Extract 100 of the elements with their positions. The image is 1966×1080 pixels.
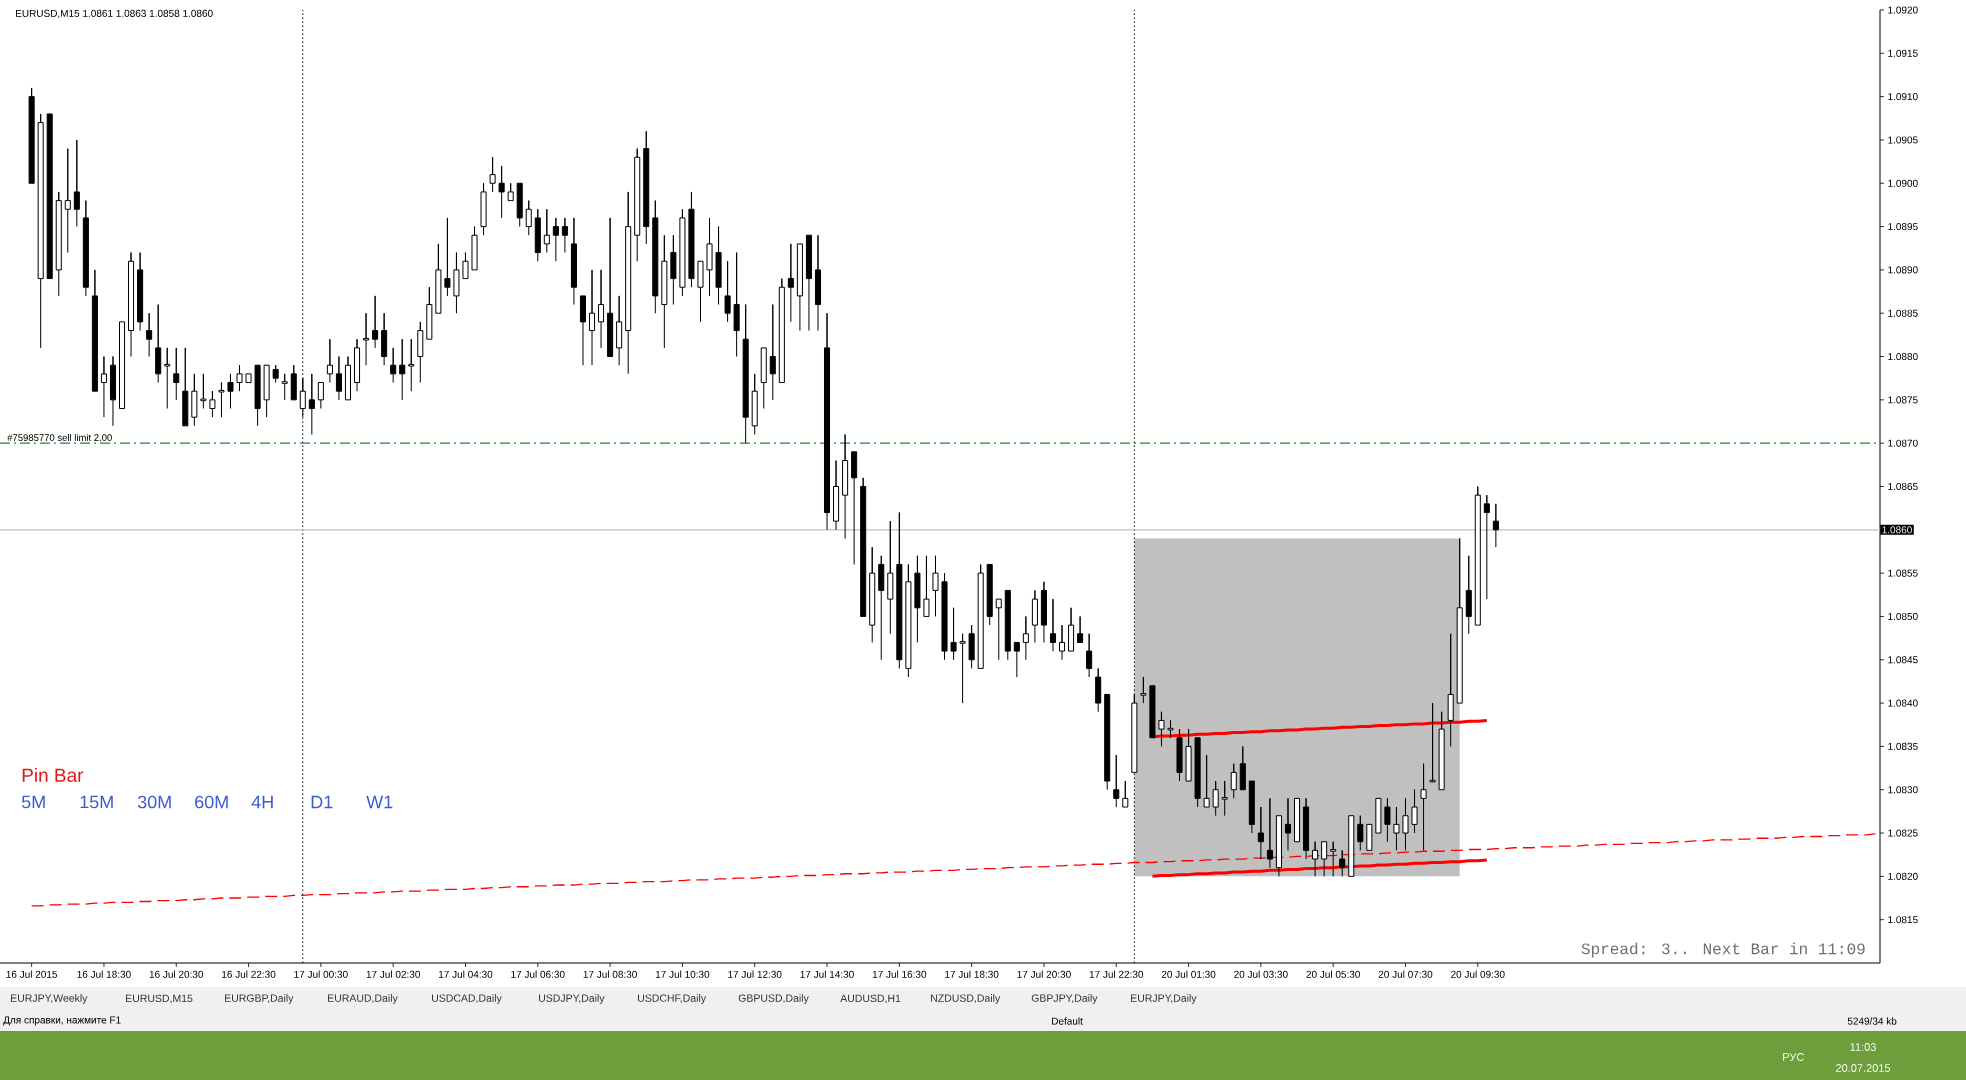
x-tick-label: 17 Jul 06:30 — [511, 970, 565, 978]
candlestick — [607, 217, 614, 358]
y-tick-label: 1.0890 — [1888, 266, 1918, 274]
candlestick — [1176, 728, 1183, 782]
y-tick-label: 1.0835 — [1888, 742, 1918, 750]
candlestick — [1221, 780, 1228, 817]
candlestick — [372, 295, 379, 349]
candlestick — [896, 511, 903, 669]
candlestick — [995, 598, 1002, 661]
y-tick-label: 1.0865 — [1888, 482, 1918, 491]
text: EURJPY,Daily — [1131, 994, 1197, 1004]
text: AUDUSD,H1 — [840, 994, 901, 1004]
candlestick — [661, 234, 668, 349]
candlestick — [1086, 633, 1093, 678]
candlestick — [1049, 598, 1057, 652]
candlestick — [164, 347, 171, 410]
candlestick — [1303, 797, 1310, 860]
candlestick — [751, 373, 758, 436]
candlestick — [851, 451, 858, 565]
annotation: 5M — [21, 795, 45, 809]
candlestick — [724, 260, 731, 323]
candlestick — [878, 555, 885, 661]
candlestick — [869, 546, 876, 643]
candlestick — [109, 356, 117, 427]
candlestick — [1438, 711, 1445, 791]
text: 11:03 — [1850, 1043, 1876, 1051]
candlestick — [1004, 589, 1011, 661]
y-tick-label: 1.0910 — [1888, 93, 1918, 101]
candlestick — [1275, 815, 1282, 877]
candlestick — [1312, 841, 1319, 877]
candlestick — [281, 373, 288, 401]
candlestick — [1013, 641, 1020, 678]
candlestick — [1330, 841, 1337, 877]
candlestick — [1293, 797, 1301, 843]
candlestick — [742, 304, 749, 444]
candlestick — [1095, 667, 1102, 713]
candlestick — [1040, 581, 1047, 643]
candlestick — [1366, 823, 1373, 851]
candlestick — [525, 200, 532, 236]
candlestick — [507, 182, 514, 202]
candlestick — [977, 563, 984, 669]
text: USDCAD,Daily — [432, 994, 502, 1004]
candlestick — [760, 347, 767, 410]
candlestick — [1068, 607, 1075, 652]
candlestick — [634, 148, 641, 262]
candlestick — [950, 607, 957, 661]
y-tick-label: 1.0825 — [1888, 829, 1918, 837]
candlestick — [1465, 555, 1472, 635]
candlestick — [561, 217, 568, 254]
candlestick — [155, 304, 162, 384]
y-tick-label: 1.0820 — [1888, 872, 1918, 880]
x-tick-label: 17 Jul 14:30 — [800, 970, 854, 978]
annotation: 60M — [195, 795, 228, 809]
text: РУС — [1783, 1053, 1804, 1061]
candlestick — [1257, 806, 1264, 860]
x-tick-label: 16 Jul 20:30 — [149, 970, 204, 978]
candlestick — [652, 200, 659, 314]
candlestick — [1031, 589, 1038, 643]
candlestick — [1447, 633, 1454, 747]
text: EURJPY,Weekly — [11, 994, 88, 1004]
text: EURUSD,M15 — [126, 994, 193, 1004]
candlestick — [887, 520, 894, 635]
text: GBPUSD,Daily — [738, 994, 809, 1004]
candlestick — [769, 304, 776, 401]
y-tick-label: 1.0850 — [1888, 612, 1918, 620]
y-tick-label: 1.0905 — [1888, 136, 1918, 144]
candlestick — [1122, 780, 1129, 808]
line-series — [1150, 858, 1489, 878]
y-tick-label: 1.0830 — [1888, 786, 1918, 794]
candlestick — [1203, 754, 1210, 808]
candlestick — [146, 312, 153, 358]
text: EURAUD,Daily — [328, 994, 398, 1004]
annotation: 4H — [251, 795, 273, 809]
text: USDCHF,Daily — [638, 994, 707, 1004]
candlestick — [670, 234, 677, 306]
candlestick — [1194, 737, 1201, 808]
candlestick — [1158, 711, 1165, 747]
x-tick-label: 17 Jul 12:30 — [728, 970, 782, 978]
candlestick — [1393, 806, 1400, 851]
annotation: 15M — [80, 795, 113, 809]
candlestick — [28, 87, 35, 184]
candlestick — [1474, 485, 1481, 626]
candlestick — [128, 252, 135, 358]
candlestick — [778, 278, 785, 384]
candlestick — [543, 208, 550, 254]
text: 20.07.2015 — [1836, 1064, 1891, 1072]
candlestick — [941, 572, 948, 661]
x-tick-label: 17 Jul 00:30 — [294, 970, 348, 978]
candlestick — [914, 555, 921, 643]
y-tick-label: 1.0880 — [1888, 352, 1918, 361]
candlestick — [679, 208, 686, 297]
candlestick — [399, 338, 406, 401]
candlestick — [91, 269, 98, 392]
candlestick — [227, 373, 234, 410]
candlestick — [1348, 815, 1355, 877]
candlestick — [842, 434, 849, 539]
candlestick — [37, 113, 44, 349]
candlestick — [254, 364, 261, 427]
candlestick — [1402, 797, 1409, 851]
candlestick — [1384, 797, 1391, 843]
